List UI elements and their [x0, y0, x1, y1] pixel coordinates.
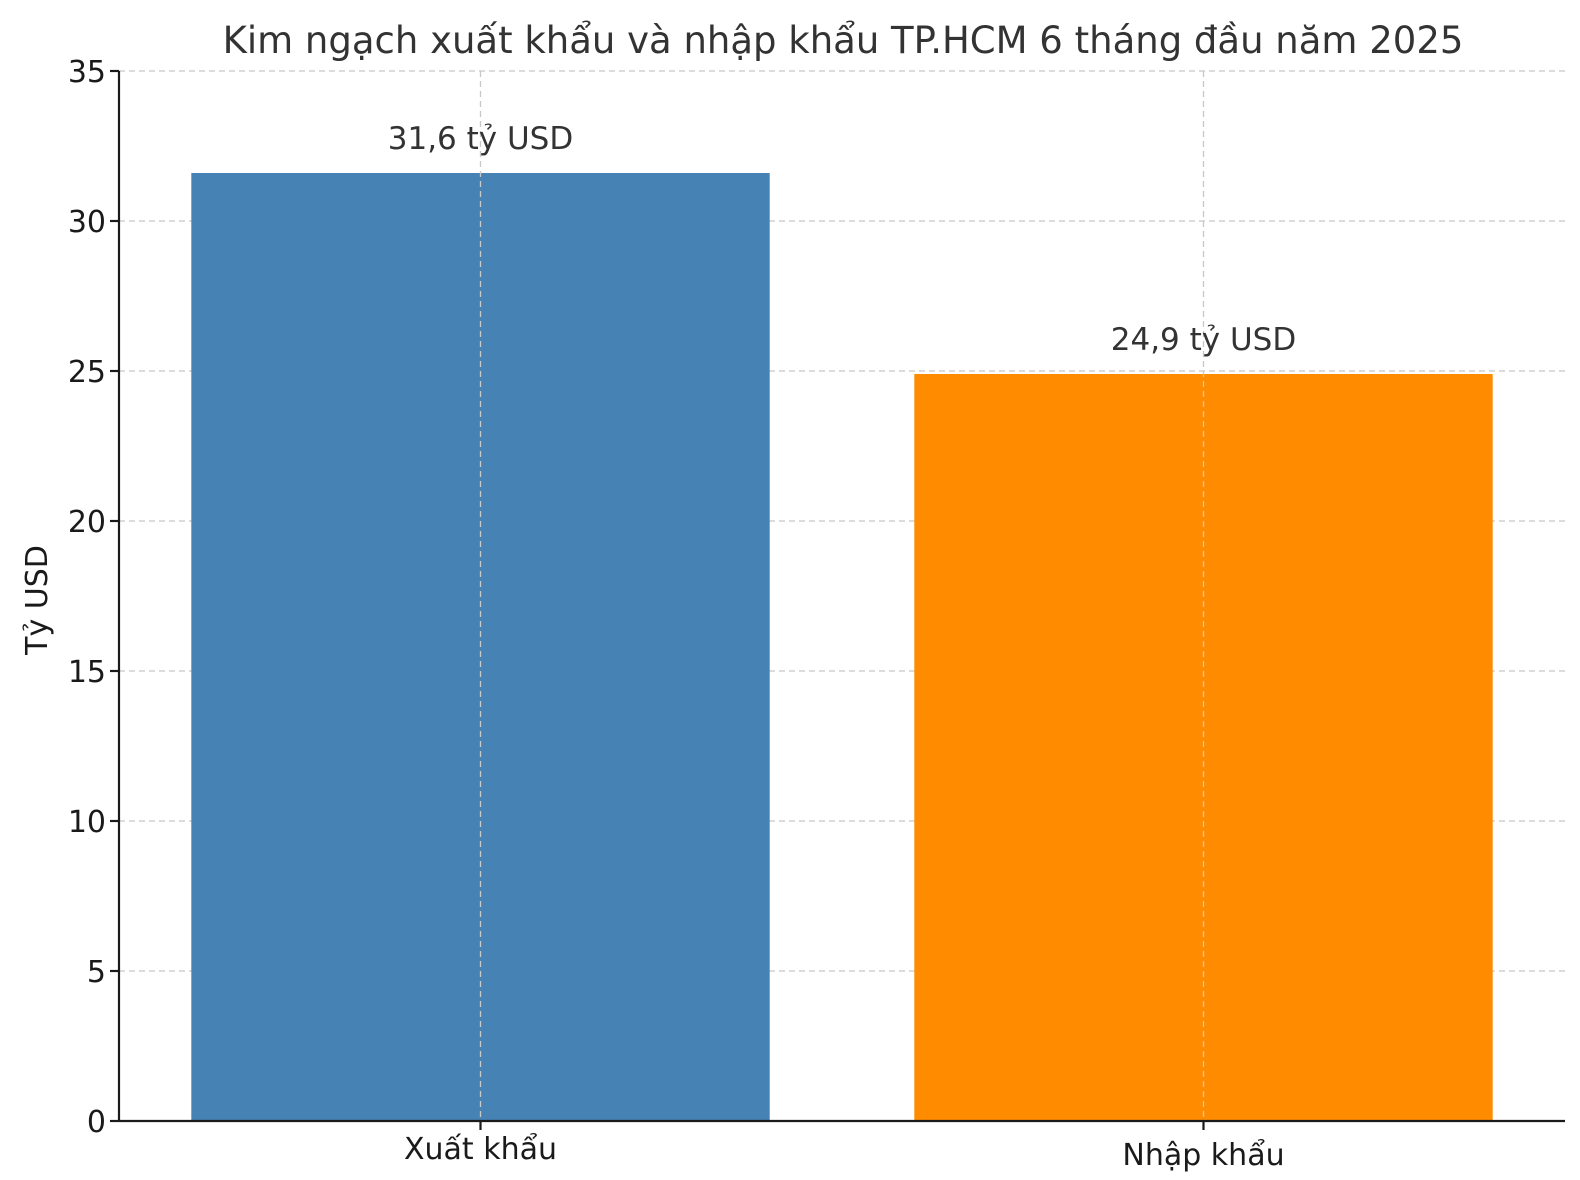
y-tick-label: 10: [68, 805, 106, 840]
bar-value-label: 24,9 tỷ USD: [1111, 322, 1296, 358]
chart-title: Kim ngạch xuất khẩu và nhập khẩu TP.HCM …: [223, 19, 1464, 62]
y-tick-label: 15: [68, 655, 106, 690]
y-tick-labels: 0 5 10 15 20 25 30 35: [68, 55, 106, 1140]
data-labels: 31,6 tỷ USD 24,9 tỷ USD: [388, 121, 1296, 358]
bar-value-label: 31,6 tỷ USD: [388, 121, 573, 157]
y-tick-label: 25: [68, 355, 106, 390]
y-tick-label: 35: [68, 55, 106, 90]
bars: [191, 173, 1493, 1121]
y-tick-label: 0: [87, 1105, 106, 1140]
y-tick-label: 5: [87, 955, 106, 990]
vertical-grid-lines: [479, 71, 1205, 1121]
x-tick-labels: Xuất khẩu Nhập khẩu: [404, 1131, 1285, 1173]
y-tick-label: 20: [68, 505, 106, 540]
axes: [110, 69, 1565, 1130]
y-tick-label: 30: [68, 205, 106, 240]
x-tick-label: Nhập khẩu: [1122, 1137, 1284, 1173]
y-axis-label: Tỷ USD: [20, 545, 55, 656]
x-tick-label: Xuất khẩu: [404, 1131, 557, 1167]
